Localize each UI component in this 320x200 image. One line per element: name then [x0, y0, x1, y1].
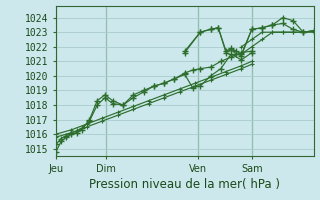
X-axis label: Pression niveau de la mer( hPa ): Pression niveau de la mer( hPa )	[89, 178, 280, 191]
